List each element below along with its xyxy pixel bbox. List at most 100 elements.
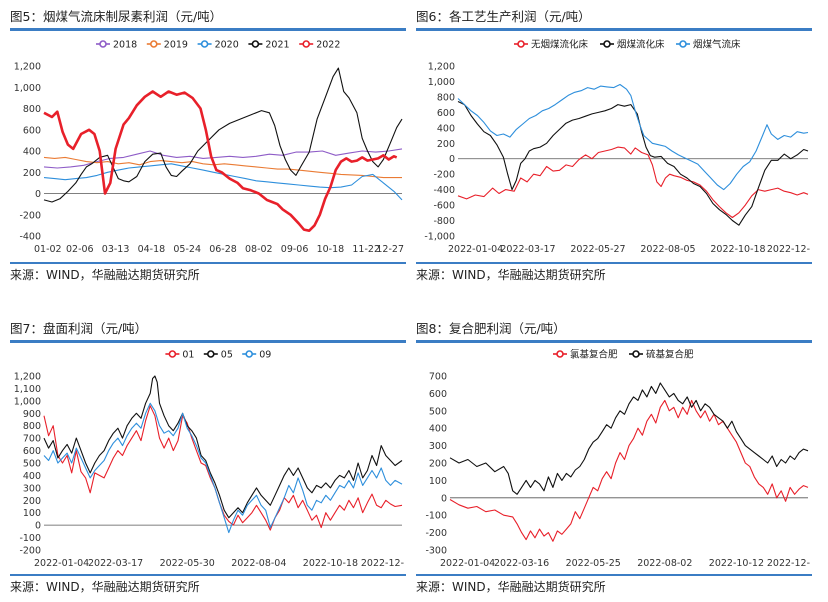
legend-label: 2021 [265, 40, 289, 51]
y-tick-label: 300 [23, 483, 41, 494]
legend-label: 05 [221, 350, 233, 361]
x-tick-label: 2022-10-18 [710, 244, 765, 255]
y-tick-label: -600 [433, 201, 455, 212]
x-tick-label: 2022-01-04 [34, 558, 89, 569]
y-tick-label: -200 [19, 546, 41, 557]
x-tick-label: 2022-01-04 [448, 244, 503, 255]
series-line-2020 [43, 163, 403, 201]
x-tick-label: 10-18 [317, 244, 345, 255]
x-tick-label: 2022-03-17 [500, 244, 555, 255]
title-underline [10, 28, 406, 31]
x-tick-label: 2022-08-04 [231, 558, 286, 569]
y-tick-label: 0 [35, 521, 41, 532]
legend-item: 无烟煤流化床 [514, 39, 589, 51]
x-tick-label: 02-06 [66, 244, 94, 255]
legend-label: 烟煤气流床 [693, 39, 741, 51]
legend-label: 09 [259, 350, 271, 361]
series-line-烟煤流化床 [457, 101, 809, 226]
y-tick-label: -400 [19, 232, 41, 243]
y-tick-label: 0 [449, 154, 455, 165]
y-tick-label: 100 [429, 476, 447, 487]
series-line-2022 [43, 90, 398, 232]
x-tick-label: 2022-12- [361, 558, 404, 569]
y-tick-label: 200 [23, 496, 41, 507]
legend-item: 05 [203, 350, 233, 361]
y-tick-label: 1,000 [428, 77, 455, 88]
legend-item: 烟煤气流床 [676, 39, 741, 51]
source-divider [416, 574, 812, 576]
y-tick-label: 1,000 [14, 396, 41, 407]
series-line-05 [43, 375, 403, 519]
y-tick-label: -200 [425, 528, 447, 539]
legend-item: 09 [242, 350, 271, 361]
legend-label: 2018 [113, 40, 137, 51]
legend-label: 01 [182, 350, 194, 361]
legend-label: 2020 [215, 40, 239, 51]
process-profit-line-chart: -1,000 -800 -600 -400 -200 0 200 400 600 800 1,000… [424, 39, 810, 256]
y-tick-label: 500 [23, 459, 41, 470]
x-tick-label: 2022-03-17 [88, 558, 143, 569]
legend-item: 氯基复合肥 [553, 349, 618, 361]
y-tick-label: -200 [19, 210, 41, 221]
y-tick-label: -100 [19, 533, 41, 544]
y-tick-label: 300 [429, 441, 447, 452]
x-tick-label: 2022-03-16 [494, 558, 549, 569]
source-note: 来源：WIND，华融融达期货研究所 [10, 580, 200, 594]
x-tick-label: 2022-12- [767, 244, 810, 255]
y-tick-label: 0 [441, 493, 447, 504]
y-tick-label: 400 [23, 471, 41, 482]
series-line-氯基复合肥 [449, 399, 809, 542]
x-tick-label: 01-02 [34, 244, 62, 255]
x-tick-label: 2022-10-18 [303, 558, 358, 569]
y-tick-label: 800 [23, 421, 41, 432]
source-divider [10, 574, 406, 576]
y-tick-label: 400 [23, 147, 41, 158]
title-underline [416, 28, 812, 31]
x-tick-label: 09-06 [281, 244, 309, 255]
x-tick-label: 06-28 [209, 244, 237, 255]
x-tick-label: 2022-05-27 [570, 244, 625, 255]
series-line-2018 [43, 148, 403, 169]
y-tick-label: 1,200 [14, 372, 41, 383]
y-tick-label: 800 [437, 92, 455, 103]
y-tick-label: -300 [425, 546, 447, 557]
y-tick-label: 1,200 [14, 62, 41, 73]
legend-item: 2018 [96, 40, 137, 51]
legend-label: 氯基复合肥 [570, 349, 618, 361]
figure-title: 图5：烟煤气流床制尿素利润（元/吨） [10, 9, 223, 24]
y-tick-label: 500 [429, 406, 447, 417]
y-tick-label: 1,100 [14, 384, 41, 395]
y-tick-label: -100 [425, 511, 447, 522]
x-tick-label: 12-27 [376, 244, 404, 255]
title-underline [10, 340, 406, 343]
figure-title: 图7：盘面利润（元/吨） [10, 321, 148, 336]
x-tick-label: 03-13 [102, 244, 130, 255]
x-tick-label: 2022-05-30 [160, 558, 215, 569]
y-tick-label: 700 [23, 434, 41, 445]
y-tick-label: 1,200 [428, 62, 455, 73]
x-tick-label: 05-24 [173, 244, 201, 255]
x-tick-label: 2022-10-12 [709, 558, 764, 569]
figure-title: 图6：各工艺生产利润（元/吨） [416, 9, 591, 24]
legend-item: 2022 [299, 40, 340, 51]
y-tick-label: -800 [433, 216, 455, 227]
y-tick-label: -400 [433, 185, 455, 196]
legend-label: 硫基复合肥 [646, 349, 694, 361]
series-line-硫基复合肥 [449, 382, 809, 495]
y-tick-label: 200 [429, 459, 447, 470]
source-divider [10, 262, 406, 264]
source-divider [416, 262, 812, 264]
y-tick-label: 0 [35, 189, 41, 200]
y-tick-label: -1,000 [424, 232, 455, 243]
legend-label: 烟煤流化床 [617, 39, 665, 51]
figure-title: 图8：复合肥利润（元/吨） [416, 321, 566, 336]
y-tick-label: 400 [437, 123, 455, 134]
y-tick-label: 600 [429, 389, 447, 400]
x-tick-label: 2022-05-25 [566, 558, 621, 569]
source-note: 来源：WIND，华融融达期货研究所 [416, 268, 606, 282]
series-line-2021 [43, 67, 403, 203]
y-tick-label: 700 [429, 372, 447, 383]
y-tick-label: 400 [429, 424, 447, 435]
legend-label: 2022 [316, 40, 340, 51]
